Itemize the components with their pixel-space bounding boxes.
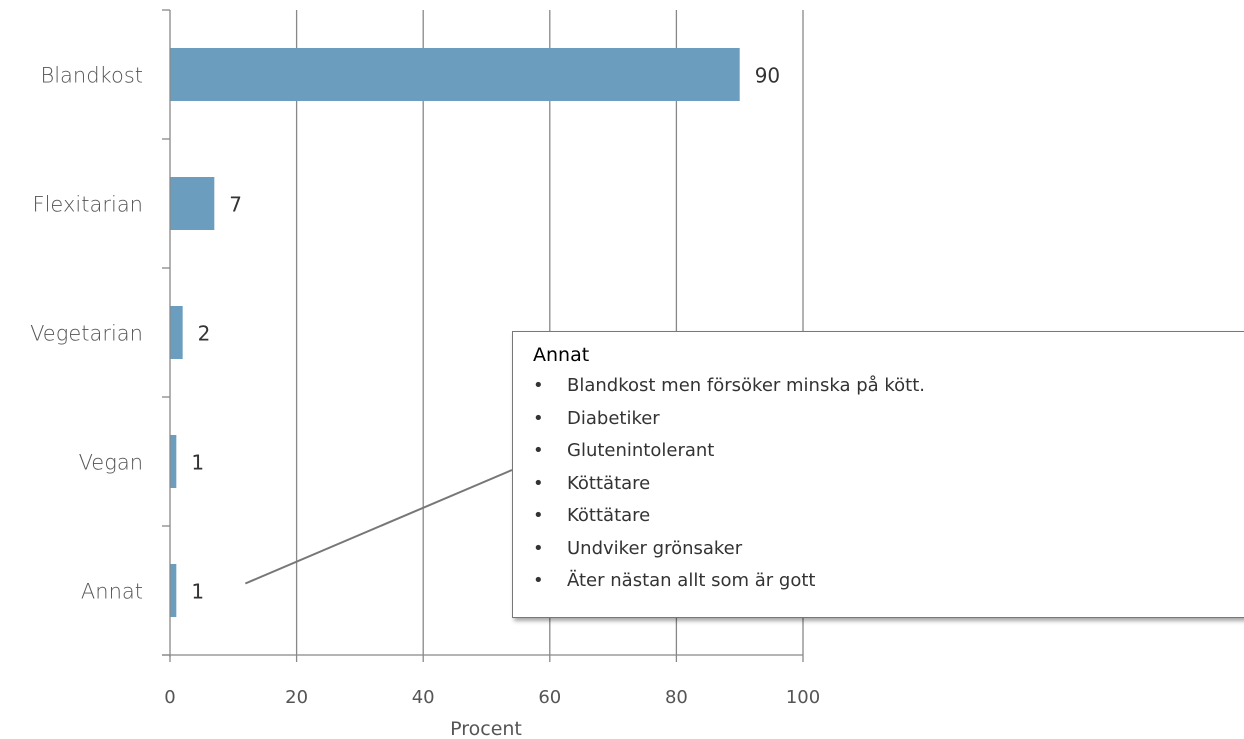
axes: [162, 9, 804, 662]
callout-list-item: Diabetiker: [531, 403, 1226, 436]
x-tick-label: 40: [412, 687, 435, 708]
value-label: 1: [191, 451, 204, 475]
callout-list-item: Blandkost men försöker minska på kött.: [531, 370, 1226, 403]
callout-list: Blandkost men försöker minska på kött.Di…: [531, 370, 1226, 598]
bars: [170, 48, 740, 617]
category-label: Vegetarian: [30, 322, 143, 346]
callout-list-item: Köttätare: [531, 500, 1226, 533]
value-label: 90: [755, 64, 780, 88]
bar: [170, 435, 177, 488]
x-tick-label: 0: [164, 687, 175, 708]
bar: [170, 48, 740, 101]
category-label: Vegan: [79, 451, 143, 475]
bar: [170, 306, 183, 359]
x-axis-title: Procent: [450, 718, 522, 739]
value-label: 7: [229, 193, 242, 217]
x-tick-label: 60: [538, 687, 561, 708]
category-label: Flexitarian: [33, 193, 143, 217]
labels: 0 20 40 60 80 100 Blandkost 90 Flexitarian 7 Veget…: [30, 64, 820, 709]
category-label: Blandkost: [40, 64, 143, 88]
bar: [170, 564, 177, 617]
x-tick-label: 80: [665, 687, 688, 708]
x-tick-label: 20: [285, 687, 308, 708]
value-label: 2: [198, 322, 211, 346]
callout-list-item: Undviker grönsaker: [531, 533, 1226, 566]
callout-list-item: Glutenintolerant: [531, 435, 1226, 468]
callout-leader-line: [244, 469, 513, 585]
bar: [170, 177, 215, 230]
callout-list-item: Äter nästan allt som är gott: [531, 565, 1226, 598]
callout-list-item: Köttätare: [531, 468, 1226, 501]
x-tick-label: 100: [786, 687, 820, 708]
category-label: Annat: [81, 580, 143, 604]
callout-title: Annat: [533, 344, 590, 366]
value-label: 1: [191, 580, 204, 604]
annat-callout-box: Annat Blandkost men försöker minska på k…: [512, 331, 1244, 618]
